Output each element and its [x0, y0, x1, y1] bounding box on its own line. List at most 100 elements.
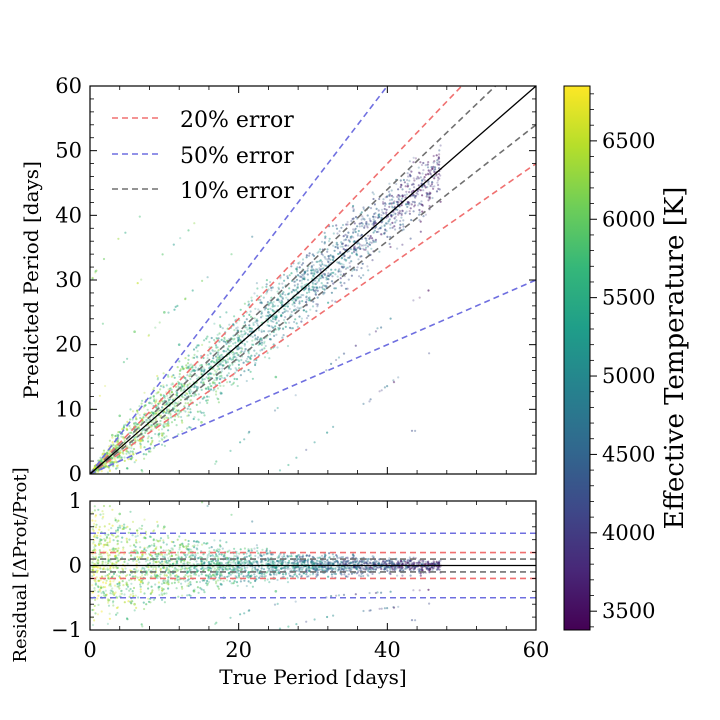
residual-scatter-point	[275, 565, 278, 569]
residual-scatter-point	[162, 497, 164, 499]
main-scatter-point	[174, 385, 178, 388]
main-scatter-point	[275, 333, 278, 336]
main-scatter-point	[325, 285, 328, 288]
main-scatter-point	[312, 269, 315, 272]
main-scatter-point	[334, 268, 337, 271]
main-scatter-point	[277, 328, 280, 331]
main-scatter-point	[181, 385, 184, 388]
residual-scatter-point	[436, 562, 439, 565]
residual-scatter-point	[167, 578, 170, 581]
residual-scatter-point	[112, 549, 116, 552]
main-scatter-point	[220, 353, 223, 356]
main-scatter-point	[382, 202, 385, 205]
residual-scatter-point	[184, 538, 187, 542]
residual-scatter-point	[208, 546, 211, 550]
main-scatter-point	[148, 418, 152, 421]
main-scatter-point	[175, 394, 178, 397]
residual-scatter-point	[217, 566, 220, 570]
residual-scatter-point	[243, 567, 246, 570]
residual-scatter-point	[263, 575, 266, 578]
main-scatter-point	[193, 416, 196, 419]
main-scatter-point	[320, 260, 323, 263]
main-scatter-point	[181, 421, 184, 424]
main-scatter-point	[200, 411, 203, 414]
residual-scatter-point	[233, 567, 236, 570]
main-scatter-point	[148, 397, 152, 400]
residual-scatter-point	[93, 589, 96, 592]
main-scatter-point	[237, 353, 240, 356]
main-scatter-point	[197, 344, 200, 347]
residual-scatter-point	[157, 574, 160, 578]
residual-scatter-point	[332, 559, 335, 562]
main-scatter-point	[399, 223, 402, 226]
main-scatter-point	[177, 382, 181, 385]
main-scatter-point	[229, 449, 232, 452]
main-scatter-point	[326, 281, 329, 285]
main-scatter-point	[288, 307, 291, 310]
main-scatter-point	[309, 308, 312, 311]
residual-scatter-point	[186, 594, 189, 597]
residual-scatter-point	[177, 551, 180, 554]
residual-scatter-point	[163, 601, 166, 604]
main-scatter-point	[104, 466, 107, 469]
residual-scatter-point	[413, 561, 416, 565]
residual-scatter-point	[94, 555, 98, 558]
main-scatter-point	[323, 241, 326, 244]
main-scatter-point	[337, 270, 340, 273]
residual-scatter-point	[238, 576, 241, 579]
residual-scatter-point	[287, 625, 290, 628]
main-scatter-point	[246, 328, 249, 331]
residual-scatter-point	[232, 559, 235, 562]
residual-scatter-point	[216, 566, 219, 569]
main-scatter-point	[190, 399, 193, 402]
main-scatter-point	[308, 291, 311, 294]
main-scatter-point	[135, 459, 138, 462]
residual-scatter-point	[201, 579, 204, 582]
residual-scatter-point	[316, 573, 319, 576]
residual-scatter-point	[399, 569, 402, 572]
main-scatter-point	[226, 348, 229, 351]
main-scatter-point	[432, 187, 435, 190]
residual-scatter-point	[141, 625, 144, 628]
main-scatter-point	[318, 267, 321, 270]
main-scatter-point	[367, 243, 371, 246]
residual-scatter-point	[298, 554, 301, 557]
main-scatter-point	[435, 174, 438, 177]
main-scatter-point	[326, 258, 329, 261]
residual-scatter-point	[169, 559, 172, 562]
residual-scatter-point	[167, 552, 171, 555]
residual-scatter-point	[106, 574, 109, 577]
main-scatter-point	[156, 378, 159, 381]
main-scatter-point	[136, 423, 139, 426]
main-scatter-point	[401, 209, 404, 212]
residual-scatter-point	[95, 497, 97, 499]
residual-scatter-point	[357, 561, 360, 565]
main-scatter-point	[200, 368, 203, 371]
residual-scatter-point	[156, 576, 159, 580]
main-scatter-point	[222, 384, 225, 387]
main-scatter-point	[327, 261, 330, 264]
residual-scatter-point	[113, 584, 117, 587]
main-scatter-point	[249, 330, 252, 333]
main-scatter-point	[294, 308, 297, 311]
main-scatter-point	[284, 293, 287, 296]
main-scatter-point	[352, 204, 355, 208]
main-scatter-point	[399, 179, 402, 182]
main-scatter-point	[232, 353, 235, 356]
main-scatter-point	[210, 385, 213, 388]
main-scatter-point	[322, 284, 325, 287]
main-scatter-point	[233, 315, 236, 318]
main-scatter-point	[388, 242, 391, 245]
main-scatter-point	[180, 419, 183, 422]
main-scatter-point	[171, 383, 174, 386]
residual-scatter-point	[117, 547, 120, 550]
main-scatter-point	[337, 356, 341, 359]
main-scatter-point	[142, 406, 145, 409]
main-scatter-point	[265, 291, 269, 294]
residual-scatter-point	[378, 607, 381, 610]
residual-scatter-point	[163, 553, 166, 556]
residual-scatter-point	[183, 553, 186, 556]
main-scatter-point	[273, 330, 276, 334]
residual-scatter-point	[237, 569, 240, 572]
main-scatter-point	[274, 304, 277, 307]
